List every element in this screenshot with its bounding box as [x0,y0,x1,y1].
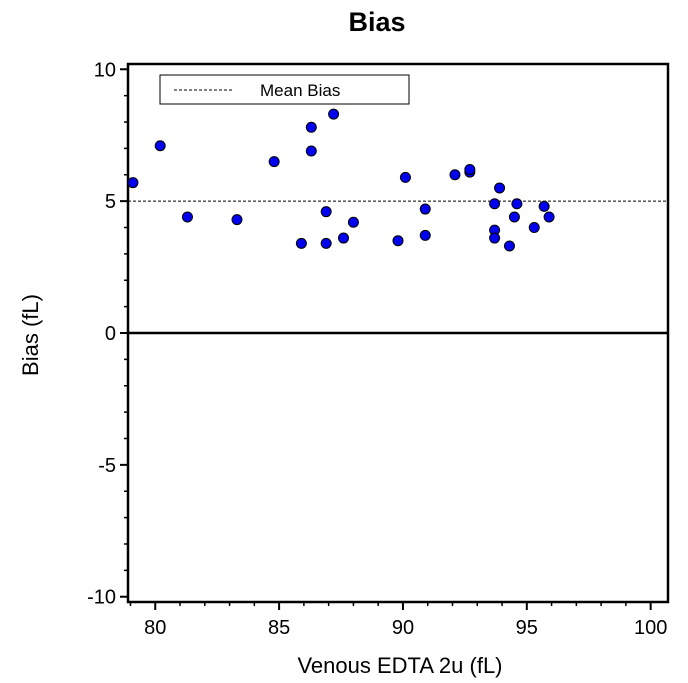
data-point [511,198,523,210]
data-point [295,237,307,249]
x-tick-label: 90 [392,617,414,639]
data-point [320,237,332,249]
legend-mean-bias-label: Mean Bias [260,81,340,100]
y-axis-title: Bias (fL) [18,294,43,376]
y-tick-label: -5 [98,455,116,477]
plot-area [126,62,670,604]
x-tick-label: 80 [144,617,166,639]
x-axis: 80 85 90 95 100 [129,602,667,639]
data-point [328,108,340,120]
data-point [347,216,359,228]
data-point [392,235,404,247]
data-point [231,214,243,226]
x-tick-label: 95 [516,617,538,639]
data-point [489,198,501,210]
data-point [399,171,411,183]
data-point [181,211,193,223]
data-point [543,211,555,223]
data-point [538,200,550,212]
data-point [305,145,317,157]
data-point [449,169,461,181]
data-point [419,229,431,241]
data-point [419,203,431,215]
legend: Mean Bias [159,74,410,105]
x-tick-label: 100 [634,617,667,639]
data-point [489,232,501,244]
data-point [154,140,166,152]
data-point [305,121,317,133]
y-tick-label: 10 [94,59,116,81]
data-point [320,206,332,218]
y-axis: -10 -5 0 5 10 [87,59,128,609]
data-points [127,108,555,252]
data-point [268,156,280,168]
data-point [503,240,515,252]
chart-title: Bias [348,7,405,37]
y-tick-label: -10 [87,587,116,609]
y-tick-label: 0 [105,323,116,345]
data-point [127,177,139,189]
x-axis-title: Venous EDTA 2u (fL) [297,653,502,678]
data-point [508,211,520,223]
data-point [338,232,350,244]
x-tick-label: 85 [268,617,290,639]
data-point [528,222,540,234]
data-point [464,163,476,175]
y-tick-label: 5 [105,191,116,213]
data-point [494,182,506,194]
